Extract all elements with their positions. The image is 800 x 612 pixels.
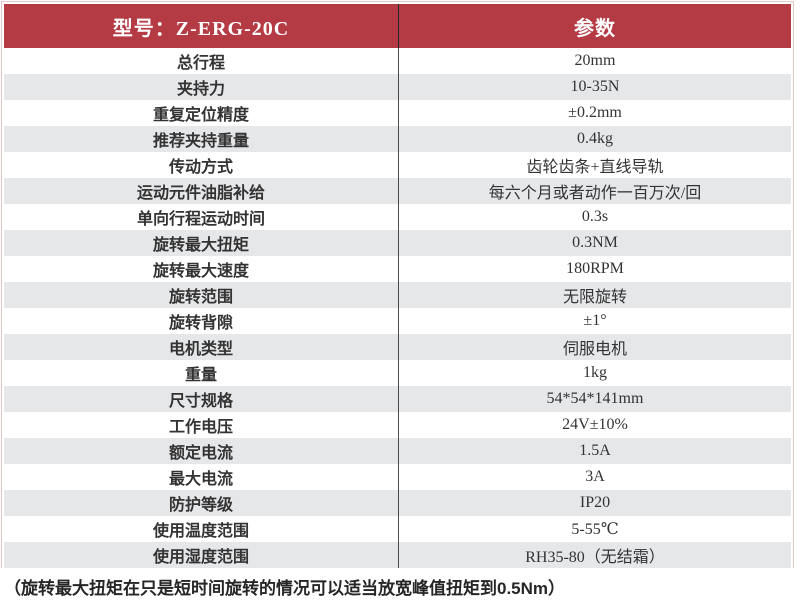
table-row: 总行程 20mm: [4, 48, 791, 74]
spec-label: 运动元件油脂补给: [4, 178, 399, 204]
table-row: 传动方式 齿轮齿条+直线导轨: [4, 152, 791, 178]
table-row: 旋转最大速度 180RPM: [4, 256, 791, 282]
table-row: 重量 1kg: [4, 360, 791, 386]
spec-value: ±0.2mm: [568, 104, 622, 121]
spec-label: 总行程: [4, 48, 399, 74]
table-row: 尺寸规格 54*54*141mm: [4, 386, 791, 412]
torque-footnote: （旋转最大扭矩在只是短时间旋转的情况可以适当放宽峰值扭矩到0.5Nm）: [4, 579, 566, 598]
table-row: 最大电流 3A: [4, 464, 791, 490]
spec-value: 每六个月或者动作一百万次/回: [488, 185, 702, 202]
spec-value: 180RPM: [566, 260, 624, 277]
spec-label: 重复定位精度: [4, 100, 399, 126]
spec-value: 0.3s: [581, 208, 609, 225]
model-header-cell: 型号：Z-ERG-20C: [4, 4, 399, 48]
table-row: 使用温度范围 5-55℃: [4, 516, 791, 542]
spec-label: 使用湿度范围: [4, 542, 399, 568]
spec-label: 旋转最大扭矩: [4, 230, 399, 256]
spec-value: 0.4kg: [577, 130, 613, 147]
spec-rows: 总行程 20mm 夹持力 10-35N 重复定位精度 ±0.2mm 推荐夹持重量 0.4kg 传…: [4, 48, 791, 568]
spec-value: 1kg: [583, 364, 607, 381]
spec-value: 0.3NM: [572, 234, 618, 251]
table-row: 运动元件油脂补给 每六个月或者动作一百万次/回: [4, 178, 791, 204]
table-row: 夹持力 10-35N: [4, 74, 791, 100]
spec-label: 使用温度范围: [4, 516, 399, 542]
spec-label: 旋转背隙: [4, 308, 399, 334]
spec-label: 推荐夹持重量: [4, 126, 399, 152]
spec-label: 最大电流: [4, 464, 399, 490]
table-row: 推荐夹持重量 0.4kg: [4, 126, 791, 152]
spec-value: 20mm: [574, 52, 616, 69]
table-row: 电机类型 伺服电机: [4, 334, 791, 360]
spec-value: 24V±10%: [562, 416, 628, 433]
spec-value: 5-55℃: [571, 521, 619, 538]
spec-label: 尺寸规格: [4, 386, 399, 412]
spec-value: IP20: [579, 494, 611, 511]
spec-value: 1.5A: [579, 442, 611, 459]
spec-value: 54*54*141mm: [546, 390, 644, 407]
table-row: 防护等级 IP20: [4, 490, 791, 516]
spec-label: 旋转范围: [4, 282, 399, 308]
spec-label: 夹持力: [4, 74, 399, 100]
table-row: 旋转背隙 ±1°: [4, 308, 791, 334]
table-row: 额定电流 1.5A: [4, 438, 791, 464]
spec-value: RH35-80（无结霜）: [525, 549, 665, 566]
spec-label: 单向行程运动时间: [4, 204, 399, 230]
spec-value: 3A: [585, 468, 605, 485]
spec-value: 10-35N: [570, 78, 620, 95]
spec-table: 型号：Z-ERG-20C 参数 总行程 20mm 夹持力 10-35N 重复定位精度 ±0…: [1, 1, 794, 568]
table-row: 单向行程运动时间 0.3s: [4, 204, 791, 230]
spec-label: 工作电压: [4, 412, 399, 438]
spec-value: ±1°: [583, 312, 607, 329]
table-row: 工作电压 24V±10%: [4, 412, 791, 438]
spec-value: 伺服电机: [562, 341, 627, 358]
table-header-row: 型号：Z-ERG-20C 参数: [4, 4, 791, 48]
spec-value: 齿轮齿条+直线导轨: [526, 159, 664, 176]
spec-label: 额定电流: [4, 438, 399, 464]
table-row: 旋转范围 无限旋转: [4, 282, 791, 308]
spec-label: 传动方式: [4, 152, 399, 178]
table-row: 使用湿度范围 RH35-80（无结霜）: [4, 542, 791, 568]
table-row: 重复定位精度 ±0.2mm: [4, 100, 791, 126]
spec-label: 防护等级: [4, 490, 399, 516]
spec-label: 电机类型: [4, 334, 399, 360]
spec-label: 重量: [4, 360, 399, 386]
table-row: 旋转最大扭矩 0.3NM: [4, 230, 791, 256]
parameter-header-cell: 参数: [574, 17, 616, 40]
spec-value: 无限旋转: [562, 289, 627, 306]
spec-label: 旋转最大速度: [4, 256, 399, 282]
